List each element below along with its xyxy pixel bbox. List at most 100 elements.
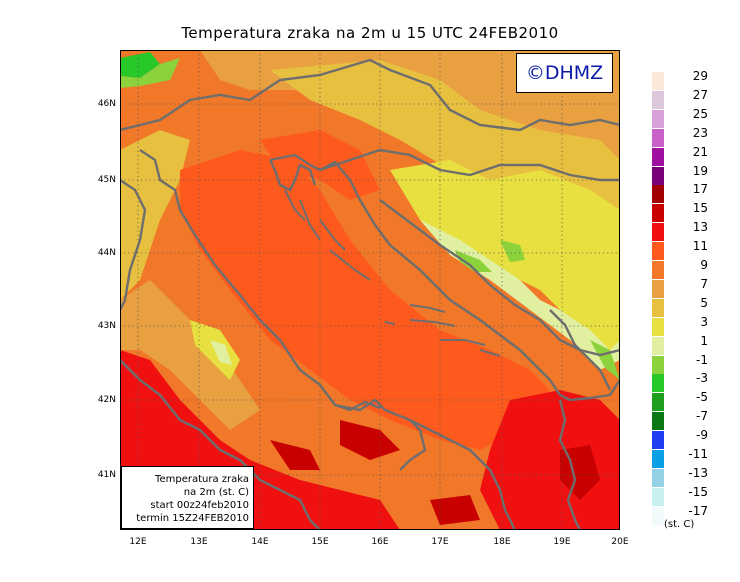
info-line-variable: Temperatura zraka [155,474,249,485]
legend-label: -3 [696,371,708,386]
field-italy-band [120,280,260,430]
lon-label-19e: 19E [553,537,571,547]
field-nw-lightgreen [120,58,180,88]
border-croatia-bosnia [319,148,620,182]
legend-label: 5 [700,295,708,310]
island-hvar [409,319,456,327]
legend-swatch [652,336,664,355]
legend-swatch [652,506,664,525]
field-italy-yellow [120,130,190,300]
legend-swatch [652,393,664,412]
coastline-apulia [409,418,517,530]
lat-label-45n: 45N [97,175,116,185]
legend-swatch [652,109,664,128]
lon-label-14e: 14E [251,537,269,547]
legend-swatch [652,374,664,393]
legend-label: -11 [688,447,708,461]
lat-label-43n: 43N [97,321,116,331]
border-north [120,58,620,132]
map-frame [120,50,620,530]
legend-swatch [652,204,664,223]
legend-label: 29 [692,69,708,83]
coastline-italy [139,149,427,471]
border-bosnia-south [379,199,620,357]
legend-label: 7 [700,276,708,291]
lat-label-42n: 42N [97,395,116,405]
legend-swatch [652,431,664,450]
field-adriatic [180,150,550,450]
island-mljet [479,349,501,357]
legend-label: -9 [696,428,708,443]
legend-label: -7 [696,409,708,424]
legend-label: 3 [700,314,708,329]
field-highlands-green-3 [590,340,620,380]
legend-label: 25 [692,106,708,121]
lon-label-12e: 12E [129,537,147,547]
island-pag [319,219,346,251]
lat-label-46n: 46N [97,99,116,109]
legend-label: -5 [696,390,708,405]
legend-label: 9 [700,258,708,272]
map-title: Temperatura zraka na 2m u 15 UTC 24FEB20… [181,24,559,42]
coastline-gargano [334,400,381,412]
legend-label: -17 [688,503,708,518]
island-dugi [329,249,371,281]
legend-swatch [652,487,664,506]
field-dark-red-1 [340,420,400,460]
legend-swatch [652,279,664,298]
legend-units: (st. C) [664,519,695,530]
legend-label: 27 [692,87,708,102]
lat-label-44n: 44N [97,248,116,258]
legend-swatch [652,412,664,431]
legend-swatch [652,317,664,336]
border-albania [558,399,582,530]
legend-swatch [652,242,664,261]
field-bosnia-yellow [390,160,620,360]
legend-label: 13 [692,220,708,235]
forecast-info-box: Temperatura zraka na 2m (st. C) start 00… [121,466,254,529]
legend-swatch [652,90,664,109]
lon-label-18e: 18E [493,537,511,547]
info-line-start: start 00z24feb2010 [150,500,249,511]
legend-label: 1 [700,333,708,348]
legend-label: 21 [692,144,708,159]
graticule [120,50,620,530]
temperature-map [120,50,620,530]
dhmz-logo: ©DHMZ [516,53,613,93]
legend-swatch [652,223,664,242]
lon-label-20e: 20E [611,537,629,547]
legend-swatch [652,128,664,147]
island-cres [299,199,321,241]
field-nw-green [120,52,160,78]
info-line-valid: termin 15Z24FEB2010 [136,513,249,524]
field-highlands-green-2 [500,240,525,262]
legend-swatch [652,468,664,487]
color-legend: 29 27 25 23 21 19 17 15 13 11 9 7 5 3 1 -1 -3 -5 -7 -9 -11 -1… [652,69,712,525]
istria-peninsula [268,159,317,192]
island-korcula [440,339,486,346]
lat-label-41n: 41N [97,470,116,480]
island-krk [284,189,306,221]
field-italy-pale-2 [210,340,232,365]
legend-label: -1 [696,352,708,367]
legend-swatch [652,166,664,185]
legend-label: 19 [692,163,708,178]
legend-swatch [652,261,664,279]
field-highlands-green [455,250,492,272]
legend-label: -15 [688,484,708,499]
border-montenegro [549,309,612,391]
legend-label: 11 [692,239,708,254]
legend-label: 23 [692,125,708,140]
legend-swatch [652,355,664,374]
lon-label-16e: 16E [371,537,389,547]
legend-label: 15 [692,201,708,216]
lon-label-15e: 15E [311,537,329,547]
field-dark-red-4 [430,495,480,525]
island-vis [384,321,396,325]
coastline-italy-west [120,179,147,311]
legend-label: 17 [692,182,708,197]
field-dark-red-3 [270,440,320,470]
legend-label: -13 [688,465,708,480]
lon-label-17e: 17E [431,537,449,547]
lon-label-13e: 13E [190,537,208,547]
